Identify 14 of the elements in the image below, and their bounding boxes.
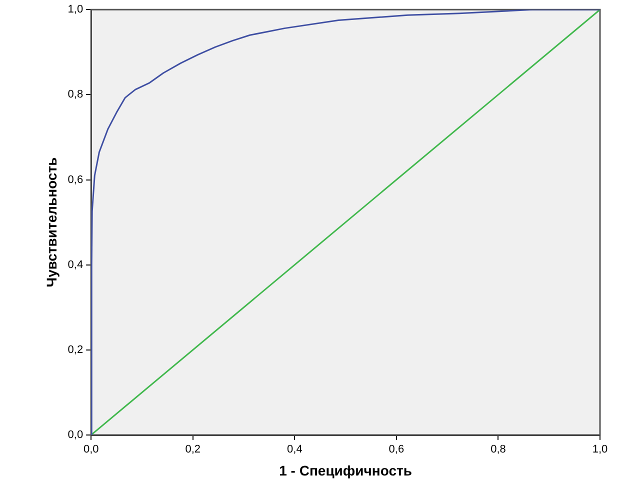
y-tick-label: 0,0: [68, 429, 84, 442]
x-tick-label: 1,0: [592, 444, 608, 456]
y-axis-title: Чувствительность: [43, 156, 60, 288]
x-tick-label: 0,6: [388, 444, 404, 456]
y-tick-label: 0,8: [68, 88, 84, 101]
x-tick-label: 0,0: [83, 444, 99, 456]
x-axis-title: 1 - Специфичность: [279, 462, 412, 478]
x-tick-label: 0,2: [185, 444, 201, 456]
x-tick-label: 0,4: [287, 444, 302, 456]
y-tick-label: 1,0: [68, 4, 84, 16]
y-tick-label: 0,4: [68, 258, 84, 271]
x-tick-label: 0,8: [490, 444, 506, 456]
y-tick-label: 0,6: [68, 174, 84, 186]
y-tick-label: 0,2: [68, 344, 84, 356]
